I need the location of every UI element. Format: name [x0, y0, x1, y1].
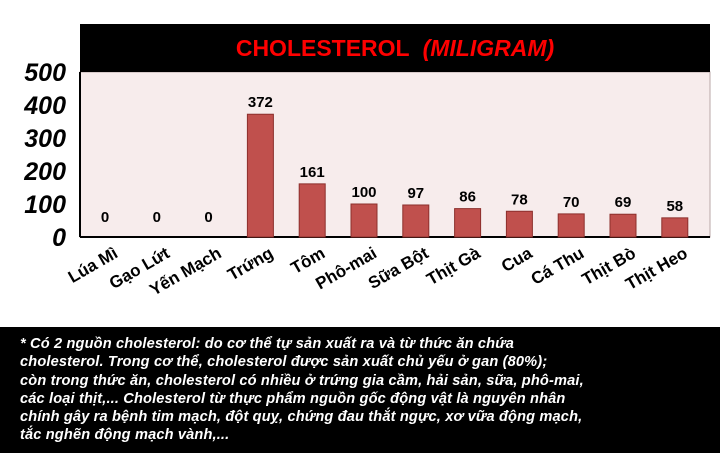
data-label: 58 [666, 198, 683, 215]
footnote-line: còn trong thức ăn, cholesterol có nhiều … [20, 372, 584, 389]
footnote-line: cholesterol. Trong cơ thể, cholesterol đ… [20, 354, 548, 371]
bar [609, 213, 637, 238]
title-bar [80, 24, 710, 72]
data-label: 69 [615, 194, 632, 211]
footnote-line: các loại thịt,... Cholesterol từ thực ph… [20, 390, 566, 407]
chart-title-main: CHOLESTEROL [236, 35, 410, 61]
data-label: 70 [563, 194, 580, 211]
data-label: 0 [101, 209, 109, 226]
data-label: 372 [248, 94, 273, 111]
bar [557, 213, 585, 238]
y-tick-label: 100 [24, 191, 66, 219]
y-tick-label: 400 [23, 92, 66, 120]
data-label: 0 [153, 209, 161, 226]
chart-title-unit: (MILIGRAM) [423, 35, 555, 61]
x-tick-label: Cá Thu [528, 243, 587, 288]
data-label: 100 [351, 184, 376, 201]
bar [661, 217, 689, 238]
data-label: 78 [511, 191, 528, 208]
footnote-line: * Có 2 nguồn cholesterol: do cơ thể tự s… [20, 336, 515, 352]
bar [505, 210, 533, 238]
data-label: 86 [459, 189, 476, 206]
y-axis-ticks: 0 100 200 300 400 500 [23, 59, 66, 252]
footnote-line: tắc nghẽn động mạch vành,... [20, 427, 230, 444]
footnote: * Có 2 nguồn cholesterol: do cơ thể tự s… [0, 327, 720, 453]
bar [402, 204, 430, 238]
bar [350, 203, 378, 238]
footnote-line: chính gây ra bệnh tim mạch, đột quỵ, chứ… [20, 409, 583, 426]
data-label: 97 [407, 185, 424, 202]
plot-background [79, 71, 711, 238]
x-tick-label: Thịt Gà [423, 243, 484, 289]
bar [298, 183, 326, 238]
bar [246, 113, 274, 238]
x-tick-label: Trứng [224, 243, 276, 284]
chart-title: CHOLESTEROL (MILIGRAM) [236, 35, 554, 61]
data-labels: 0 0 0 372 161 100 97 86 78 70 69 58 [101, 94, 683, 226]
y-tick-label: 300 [24, 125, 66, 153]
bar-chart: CHOLESTEROL (MILIGRAM) 0100200300400500 … [23, 24, 711, 300]
bars [246, 113, 689, 238]
x-tick-label: Sữa Bột [365, 243, 432, 293]
data-label: 0 [204, 209, 212, 226]
y-tick-label: 500 [24, 59, 66, 87]
y-tick-label: 200 [23, 158, 66, 186]
data-label: 161 [300, 164, 325, 181]
bar [454, 208, 482, 238]
y-tick-label: 0 [52, 224, 66, 252]
